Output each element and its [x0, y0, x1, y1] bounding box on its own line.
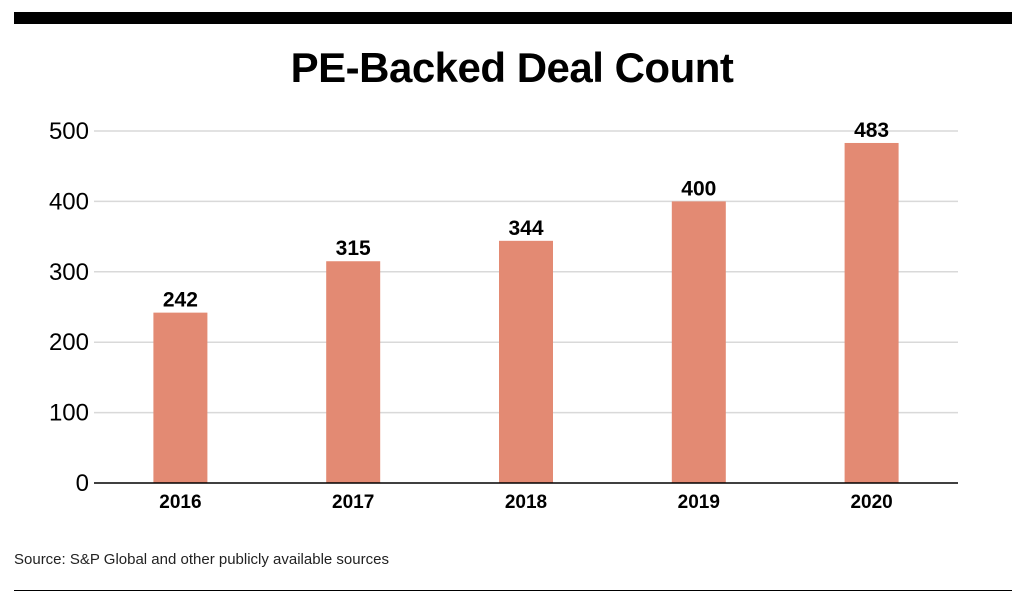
data-label: 242: [163, 289, 198, 312]
bar: [153, 312, 208, 483]
x-tick-label: 2017: [332, 492, 374, 513]
x-tick-label: 2019: [678, 492, 720, 513]
chart-title: PE-Backed Deal Count: [290, 44, 734, 91]
data-label: 344: [508, 217, 543, 240]
bar: [671, 201, 726, 483]
data-label: 400: [681, 177, 716, 200]
y-tick-label: 0: [76, 470, 89, 497]
y-tick-label: 400: [49, 188, 89, 215]
x-tick-label: 2020: [850, 492, 892, 513]
data-label: 315: [336, 237, 371, 260]
bar: [844, 142, 899, 483]
top-rule: [14, 12, 1012, 24]
y-tick-label: 300: [49, 259, 89, 286]
source-note: Source: S&P Global and other publicly av…: [14, 551, 389, 568]
x-tick-label: 2018: [505, 492, 547, 513]
bar-chart: 0 100 200 300 400 500 242 2016 315 2017 344 2018 400…: [49, 118, 958, 513]
bar: [326, 261, 381, 483]
data-label: 483: [854, 119, 889, 142]
y-tick-label: 200: [49, 329, 89, 356]
y-tick-label: 500: [49, 118, 89, 145]
bar: [499, 240, 553, 483]
x-tick-label: 2016: [159, 492, 201, 513]
bottom-rule: [14, 590, 1012, 591]
y-tick-label: 100: [49, 400, 89, 427]
